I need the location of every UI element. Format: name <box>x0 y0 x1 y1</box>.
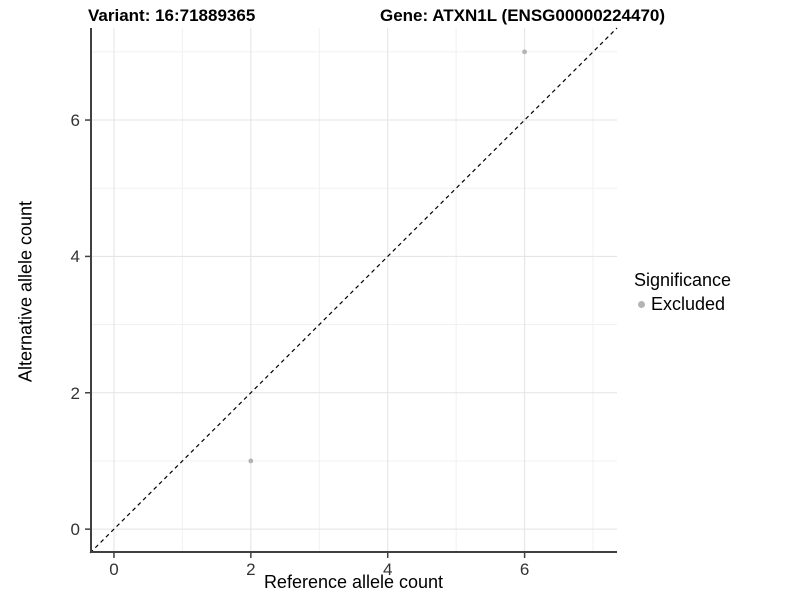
y-axis-label: Alternative allele count <box>15 200 36 383</box>
x-axis-label: Reference allele count <box>263 572 444 592</box>
data-point <box>522 49 528 55</box>
identity-reference-line <box>89 27 618 554</box>
x-tick-label: 4 <box>382 560 393 579</box>
legend-title: Significance <box>634 270 732 290</box>
legend: Significance Excluded <box>634 270 731 315</box>
legend-item-excluded: Excluded <box>634 294 731 315</box>
y-tick-label: 2 <box>70 383 80 403</box>
x-tick-label: 0 <box>109 560 119 579</box>
plot-panel <box>85 27 618 558</box>
x-tick-label: 6 <box>519 560 530 579</box>
x-tick-label: 2 <box>246 560 256 579</box>
data-point <box>248 458 254 464</box>
legend-point-icon <box>638 301 645 308</box>
y-tick-label: 4 <box>70 247 80 267</box>
legend-item-label: Excluded <box>651 294 726 314</box>
plot-title-gene: Gene: ATXN1L (ENSG00000224470) <box>380 6 666 25</box>
plot-title-variant: Variant: 16:71889365 <box>88 6 256 25</box>
y-tick-label: 6 <box>70 111 80 131</box>
y-tick-label: 0 <box>70 520 80 540</box>
